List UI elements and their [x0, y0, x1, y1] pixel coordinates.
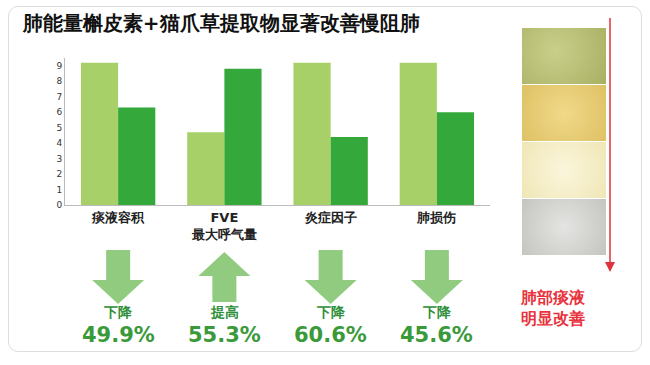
svg-text:痰液容积: 痰液容积 [91, 210, 145, 225]
svg-text:55.3%: 55.3% [188, 323, 261, 347]
svg-text:2: 2 [56, 169, 62, 179]
svg-text:9: 9 [56, 61, 62, 71]
svg-text:4: 4 [56, 138, 62, 148]
svg-text:5: 5 [56, 123, 62, 133]
svg-text:肺部痰液明显改善: 肺部痰液明显改善 [520, 288, 586, 328]
svg-text:0: 0 [56, 200, 62, 210]
svg-text:提高: 提高 [210, 304, 239, 320]
svg-text:6: 6 [56, 107, 62, 117]
svg-text:60.6%: 60.6% [294, 323, 367, 347]
svg-text:下降: 下降 [316, 304, 346, 320]
svg-text:肺能量槲皮素+猫爪草提取物显著改善慢阻肺: 肺能量槲皮素+猫爪草提取物显著改善慢阻肺 [22, 11, 420, 35]
svg-text:49.9%: 49.9% [82, 323, 155, 347]
svg-text:下降: 下降 [422, 304, 452, 320]
svg-text:1: 1 [56, 185, 62, 195]
svg-text:3: 3 [56, 154, 62, 164]
svg-text:8: 8 [56, 76, 62, 86]
svg-text:肺损伤: 肺损伤 [416, 210, 456, 225]
svg-text:下降: 下降 [103, 304, 133, 320]
svg-text:45.6%: 45.6% [400, 323, 473, 347]
svg-text:FVE最大呼气量: FVE最大呼气量 [191, 210, 257, 242]
svg-text:炎症因子: 炎症因子 [304, 210, 357, 225]
svg-text:7: 7 [56, 92, 62, 102]
